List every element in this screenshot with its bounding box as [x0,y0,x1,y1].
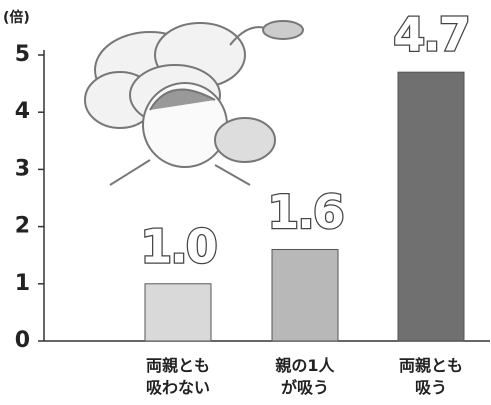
bar [398,72,464,341]
y-tick-label: 1 [15,271,30,296]
x-tick-label: 両親とも吸う [399,356,463,397]
y-tick-label: 3 [15,156,30,181]
bar [272,249,338,341]
y-tick-label: 5 [15,42,30,67]
y-unit-label: (倍) [3,9,30,26]
value-label: 1.0 [140,219,216,273]
y-tick-label: 4 [15,99,30,124]
bar [145,284,211,341]
value-label: 4.7 [393,8,469,62]
x-tick-label: 両親とも吸わない [146,356,210,397]
y-tick-label: 2 [15,214,30,239]
illustration [85,21,303,185]
chart: (倍) 0 1 2 3 4 5 1.0 両親とも吸わない 1.6 親の1人が吸う 4.7 両親とも吸う [0,0,491,405]
x-tick-label: 親の1人が吸う [275,356,335,397]
y-tick-label: 0 [15,328,30,353]
value-label: 1.6 [267,185,343,239]
